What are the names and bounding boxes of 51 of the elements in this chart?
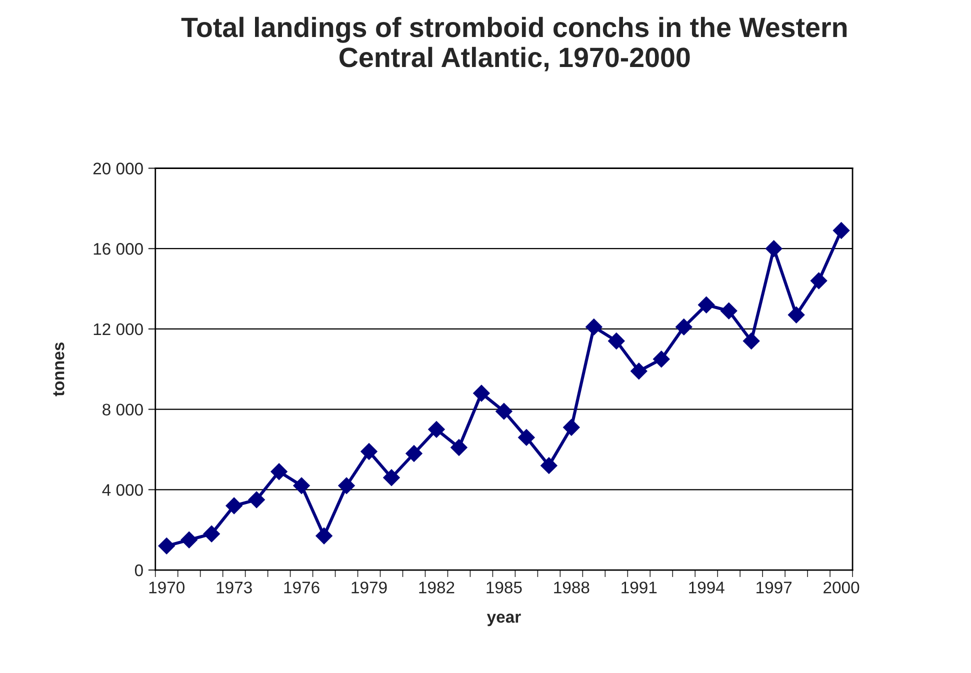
point bbox=[406, 445, 422, 462]
point bbox=[540, 457, 558, 474]
point bbox=[383, 469, 400, 486]
point bbox=[270, 463, 288, 480]
x-tick-label: 1994 bbox=[689, 582, 724, 594]
x-tick-label: 1979 bbox=[352, 582, 387, 594]
point bbox=[832, 222, 850, 239]
point bbox=[450, 439, 468, 456]
x-axis-title: year bbox=[486, 614, 521, 626]
point bbox=[742, 332, 760, 350]
point bbox=[788, 306, 805, 324]
y-tick-label: 12 000 bbox=[94, 323, 143, 336]
point bbox=[563, 419, 580, 436]
point bbox=[248, 491, 265, 508]
y-tick-label: 4 000 bbox=[102, 484, 143, 496]
point bbox=[810, 272, 828, 290]
x-tick-label: 1988 bbox=[554, 582, 590, 594]
point bbox=[518, 429, 535, 446]
point bbox=[698, 296, 715, 314]
point bbox=[473, 384, 490, 402]
x-tick-label: 1997 bbox=[756, 582, 792, 594]
y-tick-label: 8 000 bbox=[102, 404, 143, 416]
point bbox=[360, 443, 378, 460]
point bbox=[338, 477, 355, 494]
point bbox=[496, 402, 512, 420]
point bbox=[203, 525, 220, 542]
point bbox=[765, 240, 782, 257]
y-tick-label: 20 000 bbox=[93, 162, 143, 174]
point bbox=[720, 302, 738, 320]
x-tick-label: 1985 bbox=[486, 582, 522, 594]
point bbox=[180, 532, 198, 548]
x-tick-label: 1970 bbox=[149, 582, 184, 594]
point bbox=[630, 362, 648, 380]
point bbox=[316, 528, 332, 544]
point bbox=[293, 477, 310, 494]
chart-title: Total landings of stromboid conchs in the Western Central Atlantic, 1970-2000 bbox=[181, 16, 847, 72]
point bbox=[653, 350, 670, 368]
y-axis-title: tonnes bbox=[53, 342, 64, 396]
y-tick-label: 0 bbox=[134, 564, 143, 576]
point bbox=[428, 421, 445, 438]
x-tick-label: 1976 bbox=[284, 582, 320, 594]
x-tick-label: 1991 bbox=[622, 582, 657, 594]
x-tick-label: 1973 bbox=[216, 582, 252, 594]
point bbox=[675, 318, 692, 336]
point bbox=[158, 538, 175, 554]
point bbox=[586, 318, 602, 336]
point bbox=[226, 497, 242, 514]
x-tick-label: 1982 bbox=[419, 582, 454, 594]
point bbox=[608, 332, 625, 350]
y-tick-label: 16 000 bbox=[94, 243, 143, 255]
x-tick-label: 2000 bbox=[824, 582, 860, 594]
